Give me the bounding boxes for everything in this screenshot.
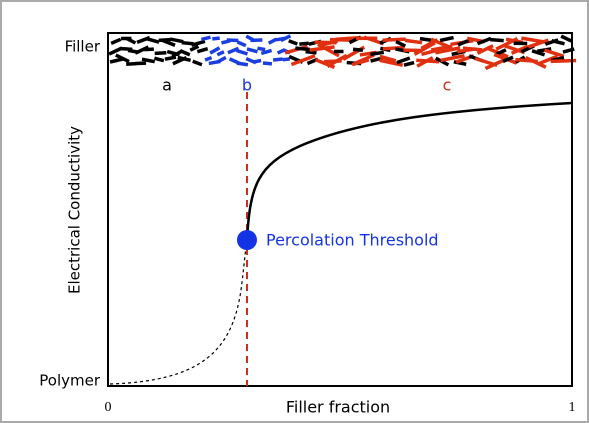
filler-particle (416, 58, 440, 64)
filler-particle (319, 39, 339, 48)
filler-particle (153, 56, 165, 63)
filler-particle (502, 43, 526, 55)
filler-particle (227, 46, 240, 55)
filler-particle (462, 46, 483, 52)
plot-box (107, 32, 573, 387)
curve-below (109, 239, 248, 385)
filler-particle (379, 58, 404, 67)
filler-particle (430, 44, 453, 52)
filler-particle (439, 35, 454, 43)
filler-particle (154, 50, 167, 56)
filler-particle (457, 38, 470, 47)
filler-particle (539, 54, 559, 65)
filler-particle (419, 36, 432, 42)
x-axis-label: Filler fraction (286, 398, 390, 417)
filler-particle (396, 56, 411, 65)
filler-particle (524, 55, 547, 69)
filler-particle (280, 34, 292, 43)
filler-particle (379, 54, 397, 63)
filler-particle (355, 53, 375, 65)
filler-particle (126, 61, 137, 66)
filler-particle (395, 39, 407, 48)
filler-particle (267, 37, 278, 45)
filler-particle (453, 60, 467, 66)
filler-particle (212, 36, 220, 41)
filler-particle (382, 45, 405, 51)
filler-particle (191, 39, 206, 47)
filler-particle (262, 61, 273, 66)
filler-particle (204, 55, 213, 62)
filler-particle (299, 41, 309, 46)
filler-particle (288, 39, 298, 46)
filler-particle (352, 47, 364, 53)
filler-particle (189, 44, 200, 52)
filler-particle (495, 48, 507, 56)
filler-particle (510, 44, 529, 55)
filler-particle (335, 35, 359, 42)
filler-particle (527, 38, 549, 49)
filler-particle (272, 57, 283, 62)
region-label: c (443, 76, 452, 95)
filler-particle (253, 58, 262, 64)
filler-particle (382, 37, 406, 43)
filler-particle (490, 37, 504, 43)
filler-particle (260, 48, 273, 56)
filler-particle (370, 50, 385, 57)
threshold-label: Percolation Threshold (266, 231, 439, 250)
filler-particle (282, 57, 290, 62)
filler-particle (160, 38, 176, 47)
region-label: b (242, 76, 252, 95)
filler-particle (164, 55, 177, 61)
filler-particle (257, 46, 266, 52)
y-axis-label: Electrical Conductivity (66, 126, 84, 294)
filler-particle (177, 55, 192, 63)
filler-particle (290, 54, 316, 67)
filler-particle (316, 42, 340, 58)
filler-particle (108, 46, 123, 56)
filler-particle (484, 57, 507, 71)
threshold-dot (237, 230, 257, 250)
filler-particle (146, 36, 160, 44)
filler-particle (236, 61, 249, 67)
x-end-label: 1 (569, 400, 576, 415)
filler-particle (125, 36, 137, 45)
filler-particle (476, 44, 494, 55)
curve-above (245, 101, 573, 241)
filler-particle (179, 49, 191, 57)
filler-particle (435, 46, 461, 55)
filler-band (108, 34, 577, 71)
filler-particle (295, 46, 311, 52)
filler-particle (502, 55, 514, 63)
filler-particle (169, 37, 184, 44)
x-start-label: 0 (105, 400, 112, 415)
filler-particle (560, 34, 573, 43)
top-label: Filler (65, 38, 101, 56)
filler-particle (110, 37, 122, 46)
filler-particle (476, 36, 492, 46)
filler-particle (209, 46, 221, 55)
filler-particle (216, 50, 225, 57)
filler-particle (196, 46, 209, 54)
filler-particle (114, 53, 130, 64)
filler-particle (404, 38, 423, 45)
filler-particle (246, 47, 258, 54)
filler-particle (141, 57, 156, 64)
filler-particle (403, 60, 415, 67)
bottom-label: Polymer (39, 372, 101, 390)
filler-particle (200, 35, 211, 42)
filler-particle (216, 55, 227, 64)
region-label: a (162, 76, 172, 95)
filler-particle (235, 48, 249, 56)
filler-particle (192, 59, 203, 67)
filler-particle (305, 49, 317, 55)
filler-particle (551, 38, 565, 46)
filler-particle (236, 40, 247, 48)
filler-particle (543, 48, 565, 58)
filler-particle (440, 53, 465, 63)
filler-particle (536, 47, 552, 53)
